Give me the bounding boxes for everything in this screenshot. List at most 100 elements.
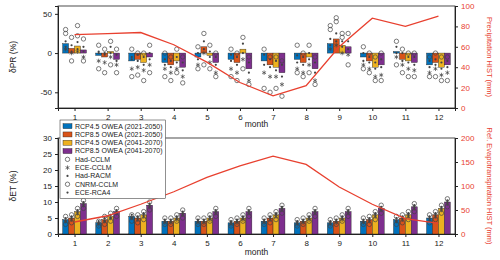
tick: 8 (304, 234, 309, 248)
tick-label: 8 (304, 113, 309, 122)
marker (176, 217, 178, 219)
marker (115, 54, 117, 56)
bar (306, 218, 312, 234)
marker (374, 68, 376, 70)
marker (346, 31, 350, 35)
marker (169, 78, 173, 82)
marker (313, 55, 317, 59)
marker (445, 70, 449, 75)
legend-item: Had-RACM (66, 172, 111, 179)
tick-label: 5 (48, 214, 53, 223)
marker (368, 56, 370, 58)
marker (63, 27, 67, 31)
tick-mark (55, 53, 58, 54)
marker (346, 63, 350, 67)
marker (214, 206, 218, 210)
tick-label: 10 (368, 239, 377, 248)
bar (102, 53, 108, 57)
marker (407, 56, 409, 58)
bar (114, 53, 120, 59)
marker (413, 64, 415, 66)
marker (328, 224, 332, 228)
chart-root: 123456789101112-50050020406080100monthδP… (0, 0, 500, 260)
tick: 4 (172, 234, 177, 248)
marker (136, 213, 140, 217)
tick-mark (405, 108, 406, 111)
marker (268, 213, 272, 217)
marker (110, 46, 112, 48)
marker (440, 68, 442, 70)
legend-box (60, 120, 166, 199)
marker (340, 51, 344, 56)
bar (372, 53, 378, 67)
tick-mark (405, 234, 406, 237)
tick: 1 (73, 234, 78, 248)
plot-frame (58, 6, 455, 108)
tick-label: 100 (461, 182, 475, 191)
marker (169, 55, 173, 59)
tick: 60 (455, 43, 470, 52)
legend-swatch (65, 182, 69, 186)
marker (69, 59, 73, 63)
marker (114, 206, 118, 210)
marker (130, 219, 134, 223)
tick: 11 (402, 234, 411, 248)
marker (295, 224, 299, 228)
tick-label: 12 (435, 239, 444, 248)
marker (400, 70, 404, 74)
marker (197, 52, 199, 54)
tick: 3 (139, 234, 144, 248)
tick: 12 (435, 108, 444, 122)
tick-mark (339, 108, 340, 111)
marker (75, 214, 79, 218)
tick-mark (55, 92, 58, 93)
tick-label: 0 (48, 49, 53, 58)
tick-mark (455, 186, 458, 187)
marker (263, 54, 265, 56)
marker (427, 213, 431, 217)
marker (170, 66, 172, 68)
marker (368, 61, 370, 63)
marker (131, 214, 133, 216)
marker (215, 64, 217, 66)
marker (362, 52, 364, 54)
bar (345, 212, 351, 234)
marker (262, 216, 266, 220)
marker (182, 212, 184, 214)
marker (301, 74, 305, 78)
marker (108, 219, 112, 223)
y2-axis: 050100150200 (455, 134, 475, 239)
tick-label: 100 (461, 2, 475, 11)
marker (214, 51, 218, 55)
tick-label: 9 (337, 239, 342, 248)
marker (334, 16, 338, 20)
tick-mark (174, 234, 175, 237)
marker (269, 58, 271, 60)
tick-label: 12 (435, 113, 444, 122)
bar (261, 53, 267, 61)
marker (412, 51, 416, 55)
tick-mark (438, 234, 439, 237)
marker (394, 63, 398, 67)
marker (296, 61, 298, 63)
tick-mark (207, 108, 208, 111)
legend-label: RCP8.5 OWEA (2041-2070) (75, 147, 163, 155)
marker (394, 222, 398, 226)
tick-mark (372, 234, 373, 237)
tick-mark (455, 138, 458, 139)
marker (209, 56, 211, 58)
tick: 2 (106, 234, 111, 248)
marker (96, 43, 100, 47)
marker (69, 213, 73, 217)
marker (202, 222, 206, 226)
marker (433, 74, 437, 78)
marker (164, 220, 166, 222)
marker (379, 73, 383, 78)
marker (176, 56, 178, 58)
marker (137, 217, 139, 219)
marker (373, 78, 377, 82)
marker (130, 67, 134, 72)
marker (82, 50, 84, 52)
bar (444, 202, 450, 234)
legend-label: Had-RACM (75, 172, 111, 179)
